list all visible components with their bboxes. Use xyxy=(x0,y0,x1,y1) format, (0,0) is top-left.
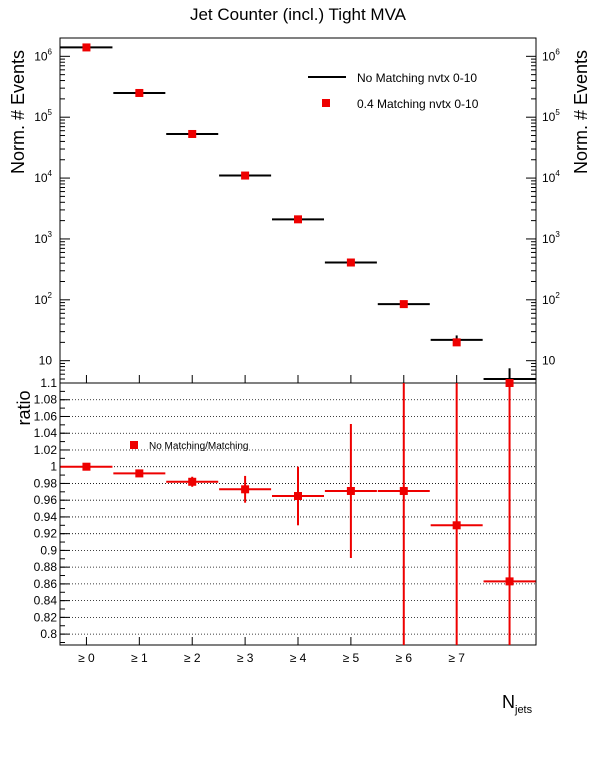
top-data-marks xyxy=(60,43,536,387)
y-tick-label-exponent: 4 xyxy=(555,169,560,178)
ratio-y-tick-label: 0.82 xyxy=(34,610,58,624)
top-legend: No Matching nvtx 0-10 0.4 Matching nvtx … xyxy=(308,71,479,111)
y-tick-label-base: 10 xyxy=(39,354,53,368)
y-tick-label-right: 10 xyxy=(542,354,556,368)
ratio-y-tick-label: 1.02 xyxy=(34,443,58,457)
ratio-legend: No Matching/Matching xyxy=(130,441,249,452)
ratio-axes: 0.8 0.82 0.84 0.86 0.88 0.9 0.92 0.94 0.96 0.98 1 1… xyxy=(34,376,511,665)
legend-marker-symbol xyxy=(322,99,330,107)
ratio-y-tick-label: 0.84 xyxy=(34,594,58,608)
ratio-legend-label: No Matching/Matching xyxy=(149,441,249,452)
x-axis-label-subscript: jets xyxy=(514,704,533,716)
ratio-y-tick-label: 0.96 xyxy=(34,493,58,507)
ratio-marker xyxy=(241,485,250,494)
ratio-legend-marker xyxy=(130,441,138,449)
ratio-y-tick-label: 0.86 xyxy=(34,577,58,591)
y-tick-label-base: 10 xyxy=(542,171,556,185)
ratio-y-tick-label: 1.06 xyxy=(34,409,58,423)
matching-marker xyxy=(82,43,91,52)
top-y-axis-label: Norm. # Events xyxy=(8,50,28,174)
top-plot-frame xyxy=(59,37,537,384)
y-tick-label-left: 105 xyxy=(34,108,52,124)
y-tick-label-base: 10 xyxy=(542,232,556,246)
ratio-marker xyxy=(505,577,514,586)
y-tick-label-exponent: 6 xyxy=(555,47,560,56)
ratio-y-tick-label: 1 xyxy=(50,460,57,474)
y-tick-label-left: 104 xyxy=(34,169,52,185)
x-tick-label: ≥ 7 xyxy=(448,651,465,665)
y-tick-label-exponent: 2 xyxy=(48,291,53,300)
x-tick-label: ≥ 6 xyxy=(395,651,412,665)
y-tick-label-base: 10 xyxy=(34,232,48,246)
ratio-y-tick-label: 0.88 xyxy=(34,560,58,574)
x-axis-label-main: N xyxy=(502,692,515,712)
ratio-y-tick-label: 0.98 xyxy=(34,476,58,490)
y-tick-label-base: 10 xyxy=(542,110,556,124)
ratio-y-tick-label: 0.8 xyxy=(40,627,57,641)
ratio-y-tick-label: 1.08 xyxy=(34,393,58,407)
y-tick-label-exponent: 3 xyxy=(48,230,53,239)
legend-label-matching: 0.4 Matching nvtx 0-10 xyxy=(357,97,479,111)
y-tick-label-right: 103 xyxy=(542,230,560,246)
y-tick-label-left: 106 xyxy=(34,47,52,63)
y-tick-label-base: 10 xyxy=(34,293,48,307)
y-tick-label-right: 106 xyxy=(542,47,560,63)
y-tick-label-base: 10 xyxy=(542,354,556,368)
x-axis-label: Njets xyxy=(502,692,533,716)
ratio-marker xyxy=(452,521,461,530)
x-tick-label: ≥ 2 xyxy=(184,651,201,665)
y-tick-label-exponent: 5 xyxy=(555,108,560,117)
y-tick-label-exponent: 3 xyxy=(555,230,560,239)
y-tick-label-left: 102 xyxy=(34,291,52,307)
matching-marker xyxy=(188,129,197,138)
ratio-y-tick-label: 1.1 xyxy=(40,376,57,390)
matching-marker xyxy=(346,258,355,267)
x-tick-label: ≥ 4 xyxy=(290,651,307,665)
ratio-marker xyxy=(399,486,408,495)
ratio-marker xyxy=(346,486,355,495)
x-tick-label: ≥ 5 xyxy=(343,651,360,665)
y-tick-label-base: 10 xyxy=(542,293,556,307)
ratio-marker xyxy=(82,462,91,471)
matching-marker xyxy=(399,300,408,309)
matching-marker xyxy=(452,338,461,347)
chart-title: Jet Counter (incl.) Tight MVA xyxy=(190,5,407,24)
y-tick-label-base: 10 xyxy=(34,171,48,185)
ratio-marker xyxy=(135,469,144,478)
ratio-y-tick-label: 0.94 xyxy=(34,510,58,524)
y-tick-label-left: 103 xyxy=(34,230,52,246)
y-tick-label-base: 10 xyxy=(34,49,48,63)
ratio-marker xyxy=(188,477,197,486)
y-tick-label-right: 104 xyxy=(542,169,560,185)
y-tick-label-left: 10 xyxy=(39,354,53,368)
x-tick-label: ≥ 0 xyxy=(78,651,95,665)
y-tick-label-right: 102 xyxy=(542,291,560,307)
matching-marker xyxy=(241,171,250,180)
top-y-axis-label-right: Norm. # Events xyxy=(571,50,591,174)
x-tick-label: ≥ 1 xyxy=(131,651,148,665)
y-tick-label-right: 105 xyxy=(542,108,560,124)
y-tick-label-exponent: 5 xyxy=(48,108,53,117)
ratio-marker xyxy=(294,492,302,501)
x-tick-label: ≥ 3 xyxy=(237,651,254,665)
ratio-y-tick-label: 0.9 xyxy=(40,543,57,557)
y-tick-label-exponent: 4 xyxy=(48,169,53,178)
matching-marker xyxy=(294,215,302,224)
y-tick-label-exponent: 2 xyxy=(555,291,560,300)
y-tick-label-exponent: 6 xyxy=(48,47,53,56)
y-tick-label-base: 10 xyxy=(542,49,556,63)
y-tick-label-base: 10 xyxy=(34,110,48,124)
ratio-y-tick-label: 1.04 xyxy=(34,426,58,440)
ratio-y-axis-label: ratio xyxy=(14,390,34,425)
ratio-y-tick-label: 0.92 xyxy=(34,527,58,541)
matching-marker xyxy=(135,88,144,97)
legend-label-no-matching: No Matching nvtx 0-10 xyxy=(357,71,477,85)
ratio-data-marks xyxy=(60,383,536,645)
